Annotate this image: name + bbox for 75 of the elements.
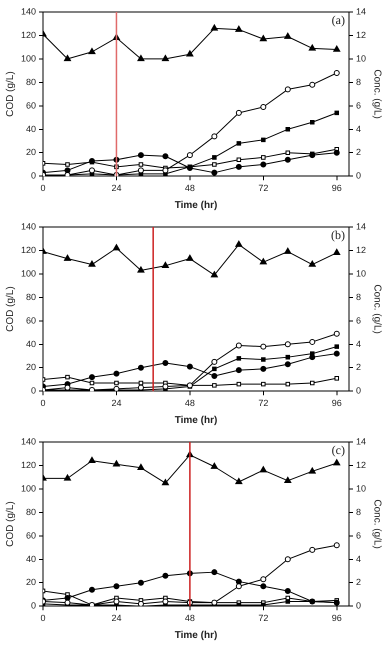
x-tick-label: 96 [332, 183, 342, 194]
y-tick-label: 0 [31, 170, 36, 181]
annotation: (c) [332, 443, 345, 458]
y2-tick-label: 12 [356, 244, 366, 255]
y2-tick-label: 4 [356, 554, 362, 564]
x-axis-title: Time (hr) [174, 200, 218, 211]
y2-tick-label: 14 [356, 436, 366, 446]
y2-tick-label: 8 [356, 76, 362, 87]
x-axis-title: Time (hr) [174, 630, 218, 641]
y2-tick-label: 6 [356, 315, 362, 326]
x-axis-title: Time (hr) [174, 414, 218, 426]
x-tick-label: 48 [184, 613, 195, 624]
y-tick-label: 100 [20, 483, 36, 494]
y2-tick-label: 8 [356, 292, 362, 302]
y-tick-label: 40 [26, 554, 36, 564]
y2-axis-title: Conc. (g/L) [371, 69, 382, 119]
y2-tick-label: 4 [356, 338, 362, 349]
y2-axis-title: Conc. (g/L) [371, 499, 382, 549]
y2-tick-label: 6 [356, 530, 362, 540]
y2-axis-title: Conc. (g/L) [371, 284, 382, 334]
x-tick-label: 72 [258, 398, 268, 408]
y-tick-label: 120 [20, 30, 36, 40]
y2-tick-label: 6 [356, 100, 362, 110]
y2-tick-label: 0 [356, 386, 362, 396]
y2-tick-label: 14 [356, 221, 366, 232]
x-tick-label: 24 [111, 613, 122, 624]
x-tick-label: 72 [258, 613, 268, 624]
annotation: (a) [332, 13, 345, 28]
y-tick-label: 120 [20, 244, 36, 255]
x-tick-label: 96 [332, 613, 342, 624]
annotation: (b) [330, 228, 345, 242]
y-tick-label: 0 [31, 386, 36, 396]
x-tick-label: 96 [332, 398, 342, 408]
x-tick-label: 72 [258, 183, 268, 194]
y2-tick-label: 2 [356, 362, 362, 372]
y-tick-label: 20 [26, 362, 36, 372]
x-tick-label: 48 [184, 398, 195, 408]
x-tick-label: 0 [40, 398, 46, 408]
x-tick-label: 0 [40, 183, 46, 194]
y-tick-label: 20 [26, 577, 36, 588]
y-tick-label: 140 [20, 221, 36, 232]
y-tick-label: 140 [20, 436, 36, 446]
y-tick-label: 40 [26, 338, 36, 349]
y2-tick-label: 10 [356, 268, 366, 278]
y-tick-label: 60 [26, 100, 36, 110]
y-axis-title: COD (g/L) [4, 71, 16, 117]
y2-tick-label: 0 [356, 600, 362, 611]
y-axis-title: COD (g/L) [4, 501, 16, 547]
y-tick-label: 80 [26, 506, 36, 517]
y2-tick-label: 8 [356, 506, 362, 517]
y2-tick-label: 10 [356, 483, 366, 494]
y-tick-label: 100 [20, 268, 36, 278]
x-tick-label: 24 [111, 183, 122, 194]
y-tick-label: 100 [20, 53, 36, 64]
y2-tick-label: 2 [356, 147, 362, 158]
y2-tick-label: 2 [356, 577, 362, 588]
y-tick-label: 60 [26, 315, 36, 326]
x-tick-label: 24 [111, 398, 122, 408]
y-tick-label: 80 [26, 76, 36, 87]
y2-tick-label: 14 [356, 6, 366, 16]
x-tick-label: 48 [184, 183, 195, 194]
y-tick-label: 120 [20, 460, 36, 470]
y2-tick-label: 0 [356, 170, 362, 181]
y-tick-label: 140 [20, 6, 36, 16]
y-tick-label: 60 [26, 530, 36, 540]
y2-tick-label: 12 [356, 460, 366, 470]
y-tick-label: 0 [31, 600, 36, 611]
y2-tick-label: 12 [356, 30, 366, 40]
y-axis-title: COD (g/L) [4, 286, 16, 332]
y2-tick-label: 4 [356, 124, 362, 134]
y-tick-label: 20 [26, 147, 36, 158]
y-tick-label: 40 [26, 124, 36, 134]
x-tick-label: 0 [40, 613, 46, 624]
y2-tick-label: 10 [356, 53, 366, 64]
y-tick-label: 80 [26, 292, 36, 302]
